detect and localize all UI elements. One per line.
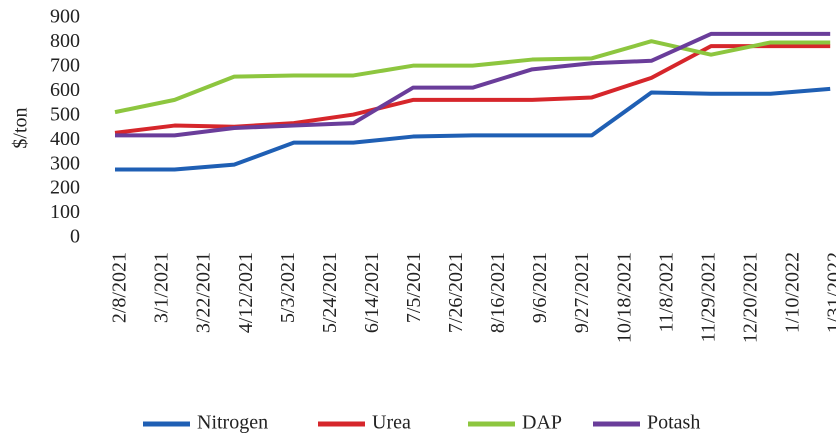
legend-label: DAP xyxy=(522,412,562,434)
x-tick-label: 4/12/2021 xyxy=(235,252,257,333)
x-tick-label: 3/22/2021 xyxy=(193,252,215,333)
x-tick-label: 5/3/2021 xyxy=(277,252,299,323)
y-axis-label: $/ton xyxy=(10,107,32,148)
y-tick-label: 600 xyxy=(50,79,80,101)
y-tick-label: 100 xyxy=(50,201,80,223)
x-tick-label: 1/31/2022 xyxy=(824,252,836,333)
y-tick-label: 500 xyxy=(50,103,80,125)
x-tick-label: 7/26/2021 xyxy=(445,252,467,333)
y-tick-label: 400 xyxy=(50,128,80,150)
x-tick-label: 7/5/2021 xyxy=(403,252,425,323)
y-tick-label: 300 xyxy=(50,152,80,174)
y-tick-label: 800 xyxy=(50,30,80,52)
y-tick-label: 200 xyxy=(50,177,80,199)
line-series xyxy=(115,31,831,138)
legend-label: Potash xyxy=(647,412,700,434)
x-tick-label: 11/8/2021 xyxy=(655,252,677,332)
x-tick-label: 3/1/2021 xyxy=(151,252,173,323)
x-tick-label: 8/16/2021 xyxy=(487,252,509,333)
x-tick-label: 10/18/2021 xyxy=(613,252,635,343)
line-series xyxy=(114,39,831,115)
legend-label: Nitrogen xyxy=(197,412,268,434)
x-tick-label: 11/29/2021 xyxy=(697,252,719,342)
x-tick-label: 12/20/2021 xyxy=(739,252,761,343)
y-tick-label: 0 xyxy=(70,226,80,248)
x-tick-label: 2/8/2021 xyxy=(109,252,131,323)
y-tick-label: 900 xyxy=(50,6,80,28)
x-tick-label: 1/10/2022 xyxy=(782,252,804,333)
line-series xyxy=(115,86,831,172)
x-tick-label: 9/6/2021 xyxy=(529,252,551,323)
x-tick-label: 9/27/2021 xyxy=(571,252,593,333)
y-tick-label: 700 xyxy=(50,54,80,76)
x-tick-label: 5/24/2021 xyxy=(319,252,341,333)
x-tick-label: 6/14/2021 xyxy=(361,252,383,333)
legend-label: Urea xyxy=(372,412,411,434)
